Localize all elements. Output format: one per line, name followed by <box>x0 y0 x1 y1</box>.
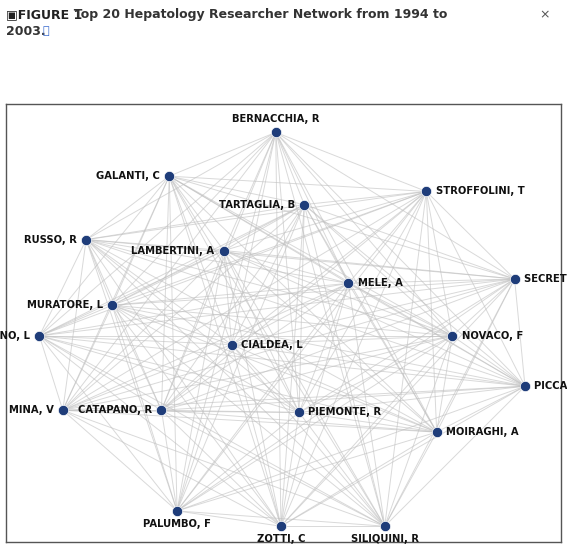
Point <box>82 235 91 244</box>
Text: 2003.: 2003. <box>6 25 45 38</box>
Text: MINA, V: MINA, V <box>9 405 53 415</box>
Text: ZOTTI, C: ZOTTI, C <box>257 534 305 544</box>
Text: ×: × <box>539 8 550 21</box>
Point <box>227 340 236 349</box>
Point <box>432 428 441 437</box>
Point <box>510 275 519 283</box>
Point <box>521 382 530 391</box>
Text: ⧉: ⧉ <box>43 26 49 36</box>
Point <box>294 408 303 417</box>
Point <box>35 331 44 340</box>
Point <box>172 507 181 515</box>
Point <box>271 128 280 137</box>
Point <box>276 522 285 531</box>
Point <box>219 246 229 255</box>
Text: PIEMONTE, R: PIEMONTE, R <box>308 408 382 417</box>
Point <box>448 331 457 340</box>
Text: MELE, A: MELE, A <box>358 278 403 288</box>
Text: SILIQUINI, R: SILIQUINI, R <box>351 534 419 544</box>
Point <box>380 522 390 531</box>
Text: MURATORE, L: MURATORE, L <box>27 300 103 310</box>
Point <box>344 279 353 288</box>
Text: RUSSO, R: RUSSO, R <box>24 235 77 245</box>
Text: NOVACO, F: NOVACO, F <box>462 331 523 341</box>
Text: LAMBERTINI, A: LAMBERTINI, A <box>132 246 214 255</box>
Point <box>58 406 67 415</box>
Text: PICCAROLO, GB: PICCAROLO, GB <box>534 381 567 391</box>
Text: ▣FIGURE 1: ▣FIGURE 1 <box>6 8 82 21</box>
Text: SECRETO, A: SECRETO, A <box>524 274 567 284</box>
Text: TARTAGLIA, B: TARTAGLIA, B <box>219 200 295 210</box>
Point <box>108 301 117 310</box>
Text: CATAPANO, R: CATAPANO, R <box>78 405 152 415</box>
Text: PALUMBO, F: PALUMBO, F <box>143 519 211 529</box>
Text: MOIRAGHI, A: MOIRAGHI, A <box>446 427 519 437</box>
Point <box>165 172 174 181</box>
Text: CIALDEA, L: CIALDEA, L <box>241 340 303 350</box>
Text: GALANTI, C: GALANTI, C <box>96 171 160 181</box>
Point <box>300 200 309 209</box>
Point <box>422 187 431 196</box>
Text: FERRIGNO, L: FERRIGNO, L <box>0 331 30 341</box>
Point <box>157 406 166 415</box>
Text: BERNACCHIA, R: BERNACCHIA, R <box>232 114 319 125</box>
Text: STROFFOLINI, T: STROFFOLINI, T <box>435 187 524 196</box>
Text: Top 20 Hepatology Researcher Network from 1994 to: Top 20 Hepatology Researcher Network fro… <box>65 8 447 21</box>
